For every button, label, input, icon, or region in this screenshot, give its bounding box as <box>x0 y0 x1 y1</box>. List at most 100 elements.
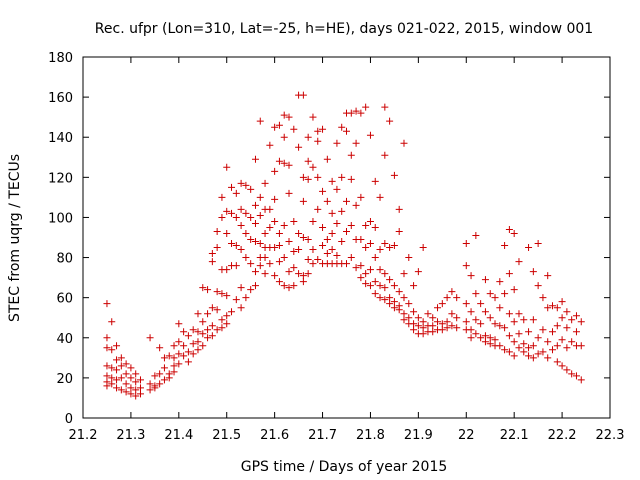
data-point <box>544 338 552 346</box>
data-point <box>462 300 470 308</box>
data-point <box>184 332 192 340</box>
data-point <box>328 246 336 254</box>
y-tick-label: 140 <box>48 131 73 146</box>
data-point <box>529 316 537 324</box>
data-point <box>510 338 518 346</box>
y-tick-label: 80 <box>56 252 73 267</box>
data-point <box>103 344 111 352</box>
data-point <box>362 103 370 111</box>
data-point <box>510 229 518 237</box>
data-point <box>247 213 255 221</box>
data-point <box>438 320 446 328</box>
data-point <box>453 294 461 302</box>
data-point <box>544 272 552 280</box>
x-axis-title: GPS time / Days of year 2015 <box>241 459 448 475</box>
data-point <box>251 155 259 163</box>
data-point <box>199 318 207 326</box>
data-point <box>218 290 226 298</box>
data-point <box>299 197 307 205</box>
data-point <box>242 181 250 189</box>
data-point <box>256 193 264 201</box>
data-point <box>414 322 422 330</box>
data-point <box>486 334 494 342</box>
data-point <box>400 294 408 302</box>
data-point <box>309 163 317 171</box>
data-point <box>189 326 197 334</box>
data-point <box>146 334 154 342</box>
data-point <box>285 189 293 197</box>
data-point <box>323 236 331 244</box>
data-point <box>223 266 231 274</box>
data-point <box>266 223 274 231</box>
data-point <box>280 159 288 167</box>
data-point <box>400 270 408 278</box>
plot-frame <box>82 56 611 419</box>
data-point <box>371 223 379 231</box>
data-point <box>438 326 446 334</box>
data-point <box>429 314 437 322</box>
data-point <box>481 332 489 340</box>
data-point <box>319 187 327 195</box>
data-point <box>146 380 154 388</box>
data-point <box>180 352 188 360</box>
data-point <box>419 244 427 252</box>
data-point <box>184 358 192 366</box>
data-point <box>553 304 561 312</box>
data-point <box>271 244 279 252</box>
data-point <box>376 282 384 290</box>
data-point <box>390 282 398 290</box>
data-point <box>362 270 370 278</box>
data-point <box>352 139 360 147</box>
data-point <box>338 207 346 215</box>
data-point <box>165 374 173 382</box>
data-point <box>381 151 389 159</box>
data-point <box>362 280 370 288</box>
data-point <box>204 286 212 294</box>
data-point <box>448 310 456 318</box>
data-point <box>309 260 317 268</box>
data-point <box>160 354 168 362</box>
data-point <box>213 227 221 235</box>
x-tick-label: 22.1 <box>500 428 529 443</box>
data-point <box>496 278 504 286</box>
data-point <box>232 213 240 221</box>
data-point <box>539 326 547 334</box>
data-point <box>400 316 408 324</box>
data-point <box>204 326 212 334</box>
data-point <box>558 298 566 306</box>
data-point <box>256 211 264 219</box>
data-point <box>175 350 183 358</box>
data-point <box>237 246 245 254</box>
data-point <box>113 342 121 350</box>
data-point <box>180 342 188 350</box>
data-point <box>223 229 231 237</box>
data-point <box>577 318 585 326</box>
y-axis-ticks: 0 20 40 60 80 100 120 140 160 180 <box>48 51 610 427</box>
data-point <box>539 294 547 302</box>
data-point <box>108 380 116 388</box>
data-point <box>366 217 374 225</box>
data-point <box>242 294 250 302</box>
data-point <box>347 175 355 183</box>
data-point <box>275 278 283 286</box>
data-point <box>156 380 164 388</box>
data-point <box>309 246 317 254</box>
data-point <box>314 256 322 264</box>
data-point <box>299 234 307 241</box>
data-point <box>175 338 183 346</box>
data-point <box>108 318 116 326</box>
data-point <box>208 250 216 258</box>
data-point <box>218 324 226 332</box>
y-tick-label: 20 <box>56 372 73 387</box>
x-tick-label: 21.6 <box>260 428 289 443</box>
data-point <box>295 143 303 151</box>
data-point <box>467 308 475 316</box>
data-point <box>132 370 140 378</box>
data-point <box>247 260 255 268</box>
data-point <box>343 227 350 235</box>
data-point <box>208 258 216 266</box>
data-point <box>343 260 350 268</box>
data-point <box>410 320 418 328</box>
data-point <box>285 238 293 246</box>
data-point <box>357 236 365 244</box>
